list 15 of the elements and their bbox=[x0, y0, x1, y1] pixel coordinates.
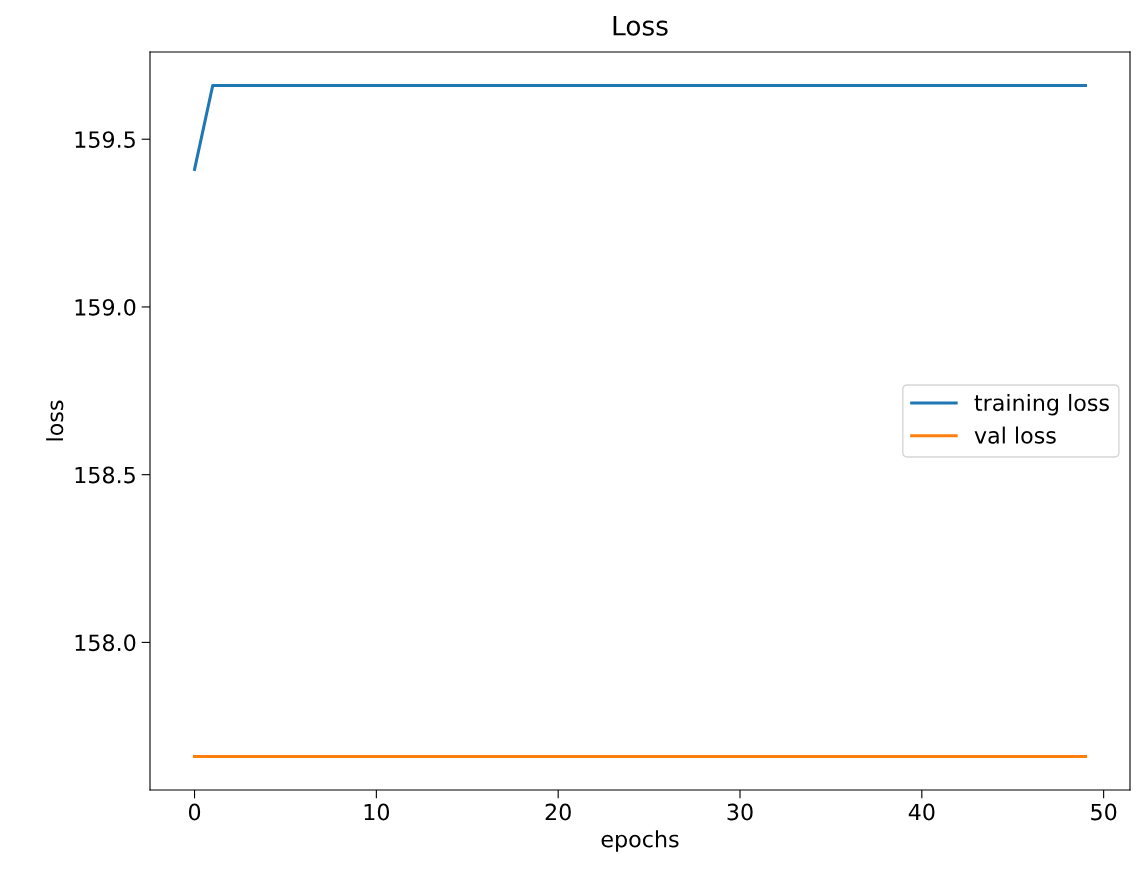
x-tick-label: 10 bbox=[364, 803, 390, 821]
y-tick-label: 158.0 bbox=[75, 634, 136, 652]
x-tick-label: 40 bbox=[908, 803, 935, 821]
y-axis-title: loss bbox=[46, 400, 64, 441]
y-tick-label: 159.5 bbox=[75, 131, 135, 148]
y-tick-label: 159.0 bbox=[75, 298, 136, 316]
chart-title: Loss bbox=[613, 16, 668, 36]
x-tick-label: 50 bbox=[1091, 803, 1117, 821]
legend-label: training loss bbox=[974, 393, 1109, 416]
legend-label: val loss bbox=[974, 426, 1056, 444]
y-tick-label: 158.5 bbox=[75, 466, 135, 484]
x-tick-label: 20 bbox=[545, 803, 571, 821]
x-tick-label: 0 bbox=[188, 803, 201, 821]
x-axis-title: epochs bbox=[601, 830, 679, 852]
x-tick-label: 30 bbox=[727, 803, 753, 821]
